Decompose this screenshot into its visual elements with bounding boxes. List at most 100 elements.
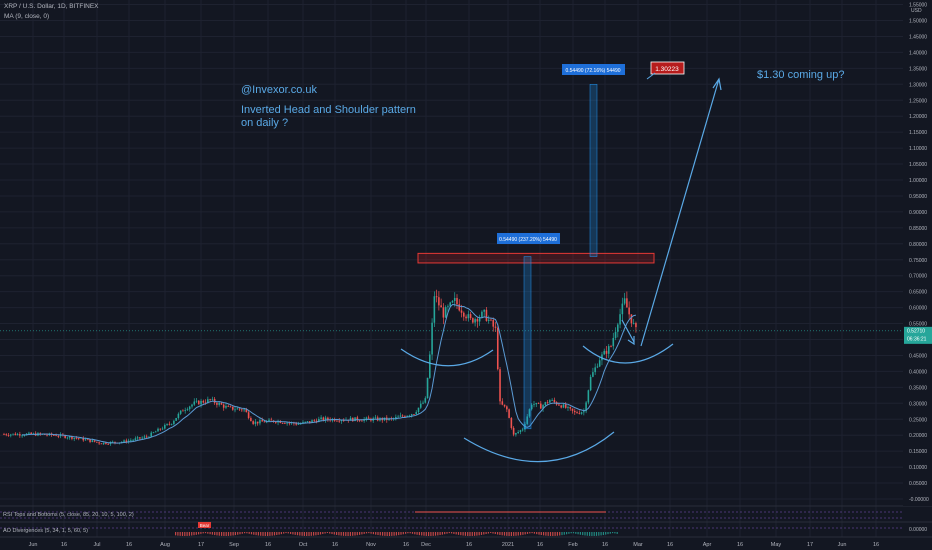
candle [270,419,273,421]
candle [87,439,89,441]
candle [338,420,341,422]
x-tick-label: Jul [93,542,100,548]
candle [308,421,311,423]
candle [354,417,356,422]
ao-bar [260,532,262,536]
candle [358,420,361,422]
ao-bar [200,532,202,534]
candle [186,409,189,411]
candle [401,415,404,417]
candle [220,402,223,405]
candle [19,434,21,436]
ao-bar [575,532,577,534]
ao-bar [529,532,531,534]
ao-bar [352,532,354,536]
x-tick-label: 16 [537,542,543,548]
ao-bar [577,532,579,535]
ao-bar [333,532,335,535]
candle [526,416,529,424]
target-price-label: 1.30223 [655,66,679,73]
candle [510,417,513,428]
candle [154,431,157,433]
candle [247,412,250,419]
candle [621,303,624,315]
ao-bar [241,532,243,534]
candle [503,404,506,407]
price-tag-countdown: 06:36:21 [907,336,927,342]
candle [218,402,220,405]
candle [229,406,232,408]
ao-bar [524,532,526,535]
ao-bar [211,532,213,535]
candle [417,407,420,413]
author-annotation: @Invexor.co.uk [241,84,317,96]
ao-bar [455,532,457,535]
candle [435,296,438,298]
candle [164,424,166,429]
candle [553,399,556,403]
measure-bar-2 [589,84,598,257]
candle [134,438,137,440]
ao-bar [616,532,618,534]
y-tick-label: 0.85000 [909,226,927,232]
ao-bar [607,532,609,535]
symbol-legend[interactable]: XRP / U.S. Dollar, 1D, BITFINEX [4,3,99,10]
ao-bar [480,532,483,535]
x-tick-label: 16 [265,542,271,548]
candle [132,439,134,441]
ao-bar [549,532,552,536]
candle [21,435,23,437]
candle [202,400,205,403]
x-tick-label: Nov [366,542,376,548]
candle [313,420,316,422]
candle [96,441,98,443]
ao-bar [388,532,391,536]
ao-bar [290,532,292,534]
ao-bar [299,532,301,536]
ao-bar [379,532,381,536]
candle [512,427,515,435]
ao-bar [285,532,287,534]
ao-bar [234,532,236,536]
x-tick-label: Oct [299,542,308,548]
candle [408,415,411,417]
candle [494,326,497,328]
ao-bar [444,532,446,535]
candle [519,430,522,432]
ao-bar [418,532,420,536]
candle [472,318,474,323]
ao-bar [276,532,278,536]
candle [157,428,159,432]
candle [143,436,146,438]
y-tick-label: 0.60000 [909,306,927,312]
ao-bar [462,532,464,536]
ma-legend[interactable]: MA (9, close, 0) [4,13,50,20]
candle [571,408,574,411]
ao-bar [497,532,499,535]
ao-bar [216,532,218,536]
ao-bar [522,532,524,535]
candle [578,413,581,414]
candle [204,402,207,404]
y-tick-label: 1.40000 [909,50,927,56]
ao-bar [487,532,489,534]
ao-bar [467,532,469,536]
ao-bar [559,532,561,536]
ao-bar [294,532,296,535]
ao-bar [207,532,209,534]
candle [356,417,359,421]
candle [177,413,180,419]
ao-bar [296,532,299,536]
candle [111,441,114,443]
candle [100,443,103,445]
ao-bar [595,532,598,536]
candle [28,432,30,434]
ao-bar [563,532,565,535]
measure-label-1: 0.54490 (237.20%) 54490 [499,237,557,243]
y-tick-label: -0.00000 [909,497,929,503]
ao-bar [430,532,432,536]
ao-bar [264,532,266,536]
ao-bar [250,532,253,535]
ao-legend: AO Divergences (5, 34, 1, 5, 60, 5) [3,528,88,534]
